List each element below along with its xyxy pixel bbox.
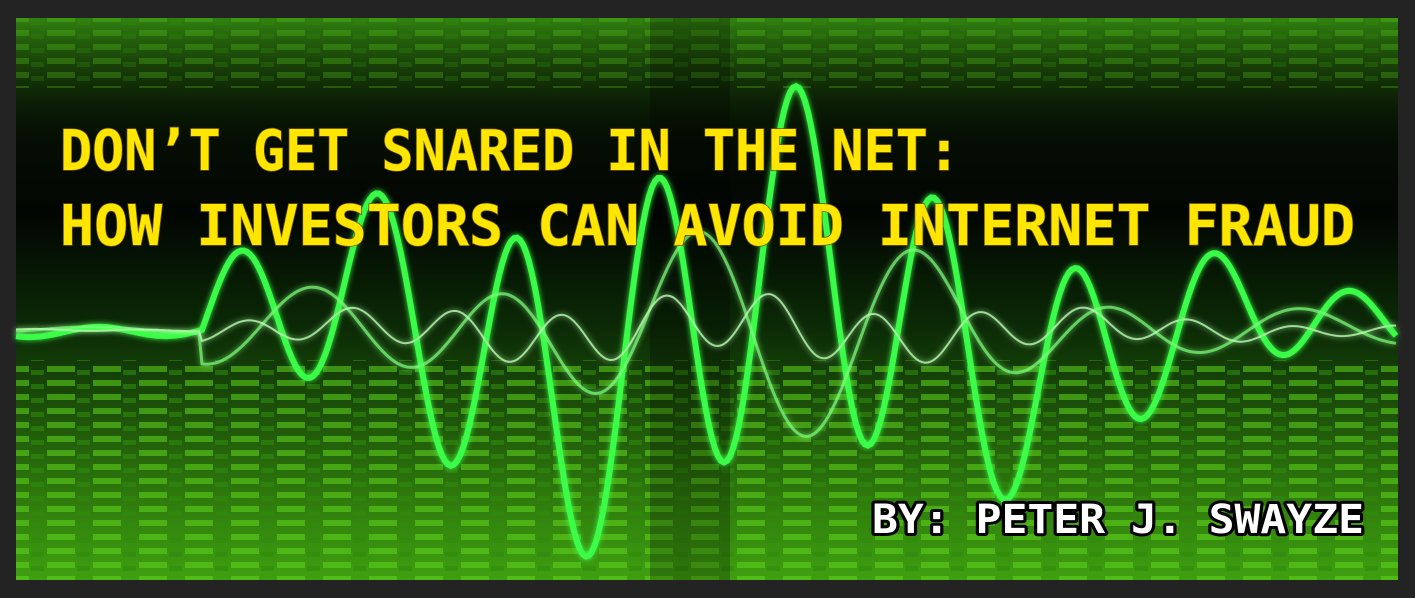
grid-floor	[16, 360, 1398, 580]
waveforms	[15, 82, 1399, 560]
waveform	[15, 230, 1397, 438]
byline: BY: PETER J. SWAYZE	[872, 497, 1364, 543]
title-line-1: DON’T GET SNARED IN THE NET:	[60, 119, 960, 184]
title-line-2: HOW INVESTORS CAN AVOID INTERNET FRAUD	[60, 194, 1355, 259]
waveform	[15, 292, 1397, 364]
waveform	[15, 82, 1399, 560]
grid-ceiling	[16, 18, 1398, 88]
